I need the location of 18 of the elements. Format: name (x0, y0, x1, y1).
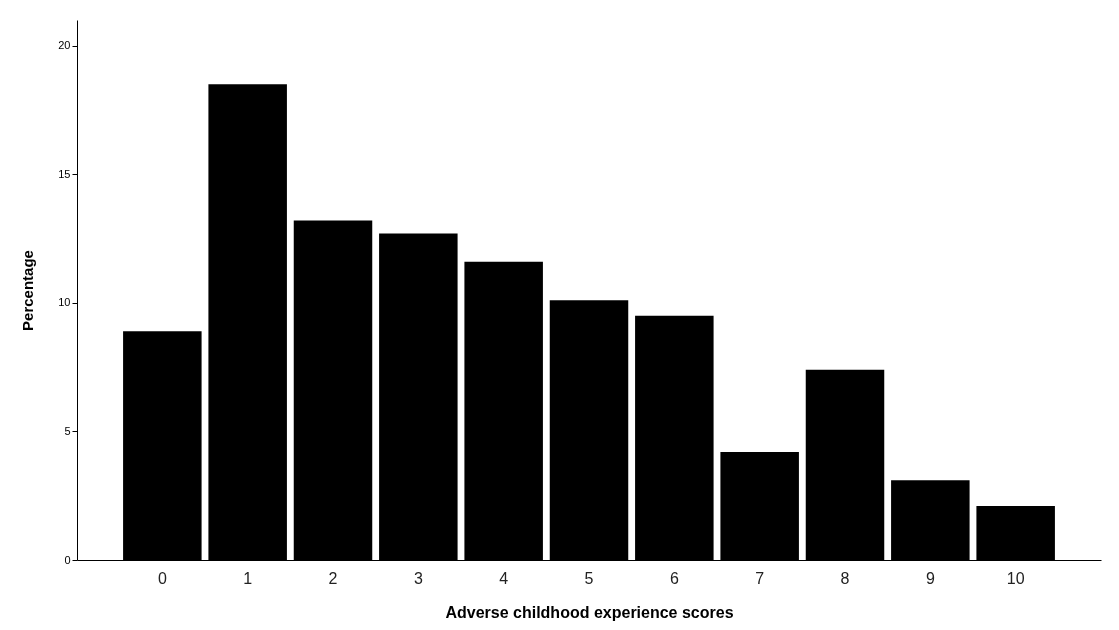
y-tick-label: 0 (64, 553, 71, 566)
x-tick-label: 3 (413, 569, 423, 587)
x-tick-label: 7 (755, 569, 765, 587)
x-tick-label: 8 (840, 569, 850, 587)
y-axis-title: Percentage (19, 250, 37, 331)
x-tick-label: 1 (243, 569, 253, 587)
x-tick-label: 2 (328, 569, 338, 587)
y-tick-label: 20 (58, 39, 71, 52)
x-tick-label: 5 (584, 569, 594, 587)
x-tick-label: 0 (157, 569, 167, 587)
x-axis-title: Adverse childhood experience scores (445, 603, 734, 621)
x-tick-label: 4 (499, 569, 509, 587)
y-tick-label: 10 (58, 296, 71, 309)
y-tick-label: 5 (64, 424, 71, 437)
x-tick-label: 6 (669, 569, 679, 587)
x-tick-label: 10 (1006, 569, 1025, 587)
y-tick-label: 15 (58, 167, 71, 180)
x-tick-label: 9 (925, 569, 935, 587)
